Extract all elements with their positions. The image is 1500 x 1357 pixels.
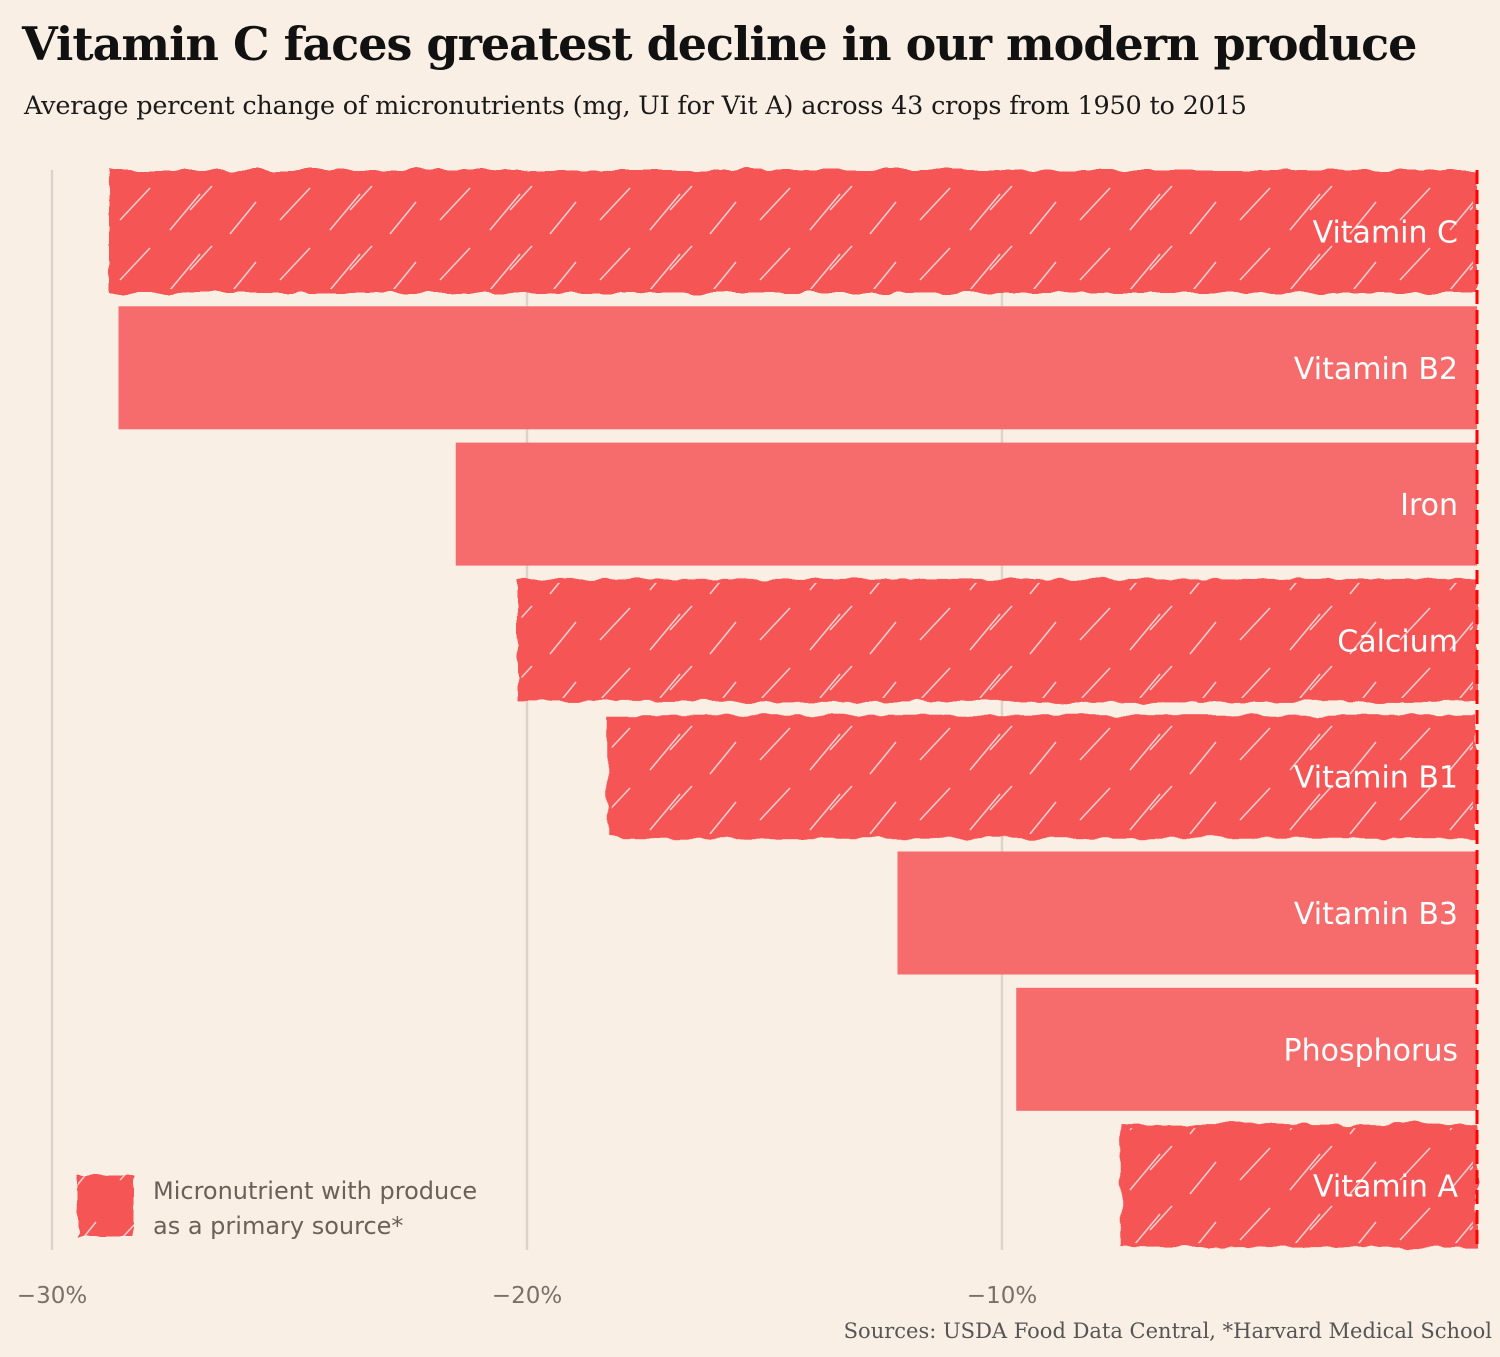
bar-label: Vitamin B2 [1294, 352, 1458, 387]
legend-label-line1: Micronutrient with produce [153, 1177, 477, 1205]
bar-label: Vitamin B3 [1294, 897, 1458, 932]
bar-phosphorus [1016, 987, 1477, 1111]
chart-subtitle: Average percent change of micronutrients… [24, 91, 1247, 121]
bar-texture [113, 174, 1473, 289]
bars [109, 170, 1477, 1248]
bar-label: Vitamin A [1313, 1170, 1458, 1205]
bar-label: Phosphorus [1284, 1033, 1458, 1068]
bar-texture [611, 719, 1473, 835]
bar-labels: Vitamin C Vitamin B2 Iron Calcium Vitamin B1… [1284, 216, 1459, 1205]
bar-label: Calcium [1337, 624, 1458, 659]
x-tick-label: −30% [17, 1283, 87, 1309]
chart-title: Vitamin C faces greatest decline in our … [22, 17, 1417, 71]
bar-vitamin-b3 [897, 851, 1477, 975]
legend: Micronutrient with produce as a primary … [78, 1175, 477, 1240]
bar-texture [1124, 1128, 1473, 1244]
bar-label: Iron [1400, 488, 1458, 523]
bar-label: Vitamin B1 [1294, 761, 1458, 796]
bar-vitamin-b2 [118, 306, 1477, 430]
legend-label-line2: as a primary source* [153, 1212, 403, 1240]
x-tick-label: −20% [492, 1283, 562, 1309]
bar-iron [455, 442, 1477, 566]
bar-texture [521, 582, 1473, 698]
sources-note: Sources: USDA Food Data Central, *Harvar… [843, 1319, 1492, 1343]
bar-label: Vitamin C [1313, 216, 1458, 251]
x-tick-label: −10% [967, 1283, 1037, 1309]
x-axis-ticks: −30% −20% −10% [17, 1283, 1037, 1309]
